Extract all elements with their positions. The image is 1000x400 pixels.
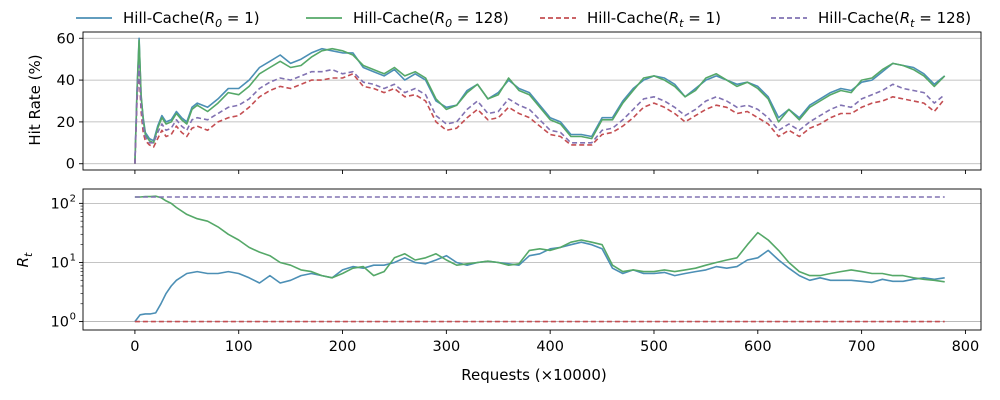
y-tick-exponent: 2 [70, 193, 76, 204]
x-tick-label: 700 [848, 339, 876, 355]
series-line-hill-cache-r-0-1 [134, 37, 946, 164]
series-line-hill-cache-r-t-128 [134, 64, 946, 164]
x-tick-label: 200 [329, 339, 357, 355]
legend-label-hill-cache-r-t-1: Hill-Cache(Rt = 1) [587, 9, 721, 30]
axes-frame [82, 188, 982, 331]
series-line-hill-cache-r-0-1 [134, 241, 945, 323]
legend-label-hill-cache-r-0-128: Hill-Cache(R0 = 128) [353, 9, 509, 30]
legend-label-hill-cache-r-0-1: Hill-Cache(R0 = 1) [123, 9, 260, 30]
y-tick-label: 20 [57, 115, 75, 131]
legend-label-hill-cache-r-t-128: Hill-Cache(Rt = 128) [818, 9, 971, 30]
y-axis-label-hit-rate: Hit Rate (%) [26, 54, 44, 145]
legend: Hill-Cache(R0 = 1) Hill-Cache(R0 = 128) Hi… [76, 9, 971, 30]
x-tick-label: 300 [433, 339, 461, 355]
y-tick-exponent: 1 [70, 252, 76, 263]
x-tick-label: 600 [744, 339, 772, 355]
x-tick-label: 400 [536, 339, 564, 355]
x-tick-label: 500 [640, 339, 668, 355]
y-tick-exponent: 0 [70, 312, 76, 323]
x-tick-label: 0 [130, 339, 139, 355]
hit-rate-panel: 0 20 40 60 [57, 31, 982, 174]
y-axis-label-rt: Rt [14, 252, 35, 267]
y-tick-label: 10 [51, 255, 69, 271]
y-tick-label: 10 [51, 196, 69, 212]
x-axis-label: Requests (×10000) [461, 366, 607, 384]
axes-frame [82, 31, 982, 171]
y-tick-label: 0 [66, 157, 75, 173]
series-line-hill-cache-r-t-1 [134, 68, 946, 164]
y-tick-label: 10 [51, 315, 69, 331]
x-tick-label: 800 [952, 339, 980, 355]
y-tick-label: 60 [57, 31, 75, 47]
series-line-hill-cache-r-0-128 [134, 195, 945, 283]
x-tick-label: 100 [225, 339, 253, 355]
y-tick-label: 40 [57, 73, 75, 89]
series-line-hill-cache-r-0-128 [134, 39, 946, 164]
